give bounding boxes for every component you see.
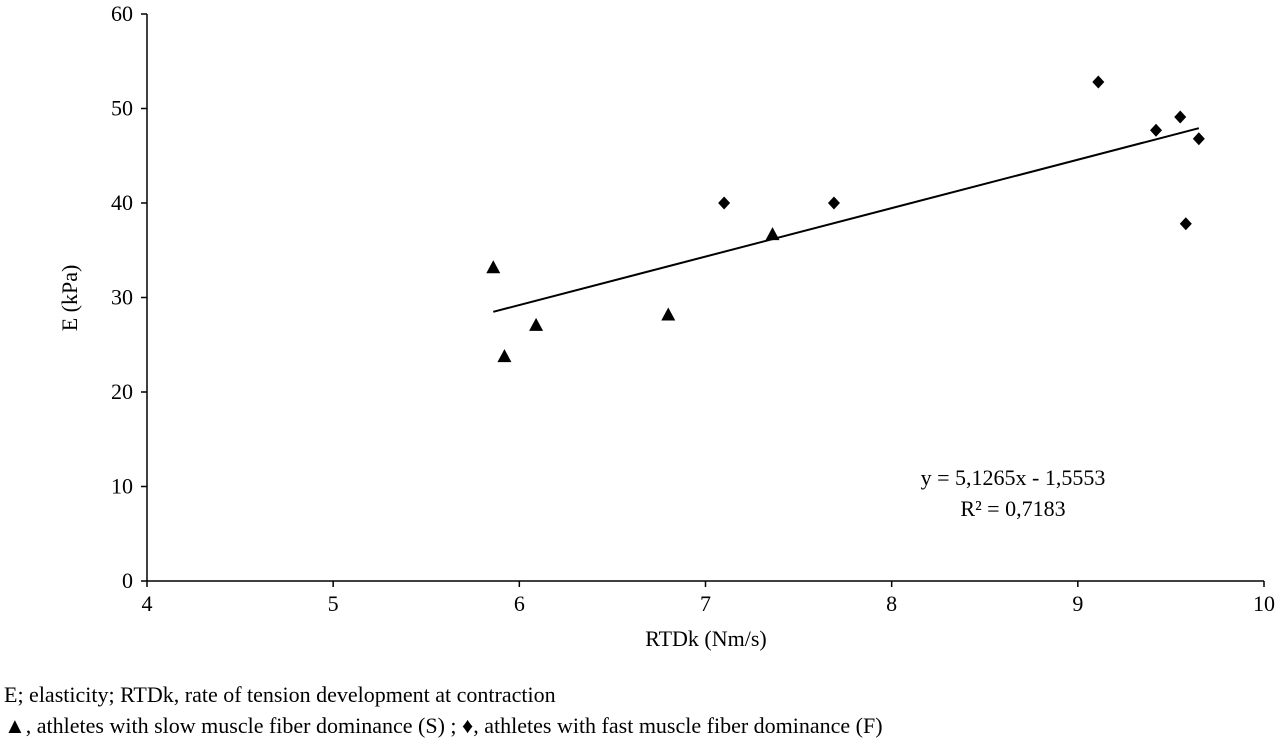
trendline-group [493,127,1200,313]
legend-fast-label: , athletes with fast muscle fiber domina… [473,713,883,738]
data-point-fast-diamond [718,196,731,210]
x-tick-label: 7 [700,591,711,616]
x-axis-title: RTDk (Nm/s) [645,626,767,651]
scatter-chart: 4 5 6 7 8 9 10 0 10 20 30 40 50 60 RTDk (Nm/s) E (kPa… [57,1,1275,651]
data-point-slow-triangle [529,317,544,331]
x-tick-label: 6 [514,591,525,616]
data-point-fast-diamond [1192,132,1205,146]
data-point-slow-triangle [497,349,512,363]
triangle-icon: ▲ [4,713,26,738]
y-tick-label: 20 [111,379,133,404]
data-point-fast-diamond [1179,217,1192,231]
x-tick-label: 8 [886,591,897,616]
y-tick-label: 40 [111,190,133,215]
data-point-slow-triangle [765,227,780,241]
caption-definitions: E; elasticity; RTDk, rate of tension dev… [4,682,556,707]
y-tick-label: 0 [122,568,133,593]
trendline [493,127,1200,313]
x-tick-label: 4 [142,591,153,616]
y-tick-label: 10 [111,474,133,499]
y-axis-title: E (kPa) [57,265,82,332]
trendline-r-squared: R² = 0,7183 [960,496,1065,521]
chart-axes [146,14,1264,582]
trendline-equation: y = 5,1265x - 1,5553 [921,465,1106,490]
caption-legend: ▲, athletes with slow muscle fiber domin… [4,711,883,741]
x-tick-label: 10 [1253,591,1275,616]
diamond-icon: ♦ [462,713,474,738]
data-point-fast-diamond [827,196,840,210]
data-points [486,75,1205,363]
x-tick-label: 5 [328,591,339,616]
y-tick-label: 50 [111,96,133,121]
chart-ticks: 4 5 6 7 8 9 10 0 10 20 30 40 50 60 [111,1,1275,616]
data-point-fast-diamond [1174,110,1187,124]
data-point-slow-triangle [486,260,501,274]
legend-slow-label: , athletes with slow muscle fiber domina… [25,713,463,738]
x-tick-label: 9 [1072,591,1083,616]
y-tick-label: 60 [111,1,133,26]
data-point-fast-diamond [1150,123,1163,137]
data-point-slow-triangle [661,307,676,321]
data-point-fast-diamond [1092,75,1105,89]
y-tick-label: 30 [111,285,133,310]
